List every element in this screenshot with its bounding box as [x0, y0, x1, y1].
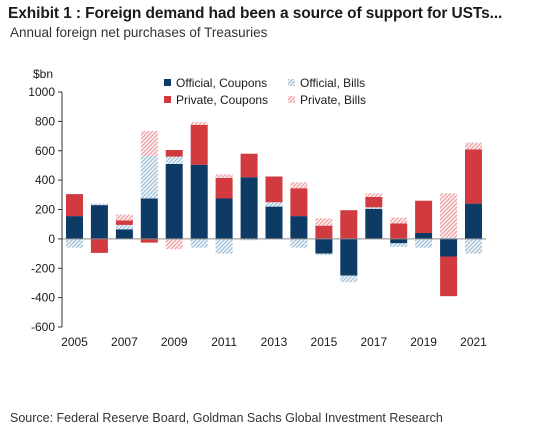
bar-private_coupons-2005	[66, 194, 83, 217]
bar-private_coupons-2008	[140, 238, 158, 243]
legend-swatch-official_bills	[288, 79, 295, 86]
chart-axes: -600 -400 -200 0 200 400 600 800 1000 $bn 2005 2007…	[28, 67, 487, 349]
y-tick-label: -200	[31, 261, 55, 275]
bar-official_coupons-2019	[415, 233, 433, 239]
bar-official_bills-2009	[165, 156, 183, 164]
bar-private_bills-2008	[140, 130, 158, 156]
bar-official_coupons-2016	[340, 238, 358, 276]
chart-bars	[66, 122, 482, 297]
y-axis-label: $bn	[33, 67, 53, 81]
bar-official_coupons-2013	[265, 206, 283, 239]
bar-private_bills-2020	[440, 193, 458, 238]
bar-official_coupons-2006	[90, 205, 108, 239]
bar-official_coupons-2018	[390, 238, 408, 244]
bar-private_bills-2009	[165, 238, 183, 250]
bar-private_bills-2018	[390, 217, 408, 224]
bar-official_bills-2008	[140, 155, 158, 199]
legend-swatch-private_bills	[288, 96, 295, 103]
y-tick-label: 800	[35, 114, 55, 128]
bar-private_coupons-2019	[415, 200, 433, 233]
bar-official_coupons-2021	[465, 203, 482, 239]
bar-private_coupons-2018	[390, 223, 408, 239]
bar-official_bills-2018	[390, 243, 408, 247]
bar-official_bills-2006	[90, 203, 108, 206]
bar-official_bills-2021	[465, 238, 482, 254]
bar-official_coupons-2005	[66, 216, 83, 239]
x-tick-label: 2017	[360, 335, 387, 349]
bar-private_coupons-2010	[190, 125, 208, 165]
y-tick-label: 600	[35, 144, 55, 158]
chart-subtitle: Annual foreign net purchases of Treasuri…	[10, 25, 268, 40]
x-tick-label: 2011	[211, 335, 237, 349]
bar-official_coupons-2009	[165, 164, 183, 239]
chart-title: Exhibit 1 : Foreign demand had been a so…	[8, 5, 503, 22]
legend-label-official_bills: Official, Bills	[300, 76, 365, 90]
x-tick-label: 2013	[261, 335, 288, 349]
bar-official_coupons-2014	[290, 216, 308, 239]
legend-label-private_coupons: Private, Coupons	[176, 93, 268, 107]
bar-private_bills-2007	[115, 214, 133, 221]
bar-private_bills-2017	[365, 193, 383, 197]
x-tick-label: 2009	[161, 335, 188, 349]
bar-official_bills-2015	[315, 253, 333, 256]
bar-private_coupons-2015	[315, 225, 333, 239]
legend-swatch-private_coupons	[164, 96, 171, 103]
bar-private_bills-2010	[190, 122, 208, 125]
bar-official_coupons-2008	[140, 198, 158, 239]
bar-official_bills-2013	[265, 202, 283, 207]
source-note: Source: Federal Reserve Board, Goldman S…	[10, 411, 443, 425]
bar-private_coupons-2021	[465, 149, 482, 204]
x-tick-label: 2015	[311, 335, 338, 349]
x-tick-label: 2019	[410, 335, 437, 349]
x-tick-label: 2005	[61, 335, 88, 349]
bar-private_bills-2015	[315, 218, 333, 226]
y-tick-label: 400	[35, 173, 55, 187]
y-tick-label: -600	[31, 320, 55, 334]
bar-official_coupons-2015	[315, 238, 333, 254]
chart-legend: Official, Coupons Official, Bills Private,…	[164, 76, 366, 107]
bar-official_bills-2016	[340, 275, 358, 283]
bar-private_coupons-2012	[240, 153, 258, 178]
bar-private_coupons-2009	[165, 150, 183, 157]
bar-official_coupons-2017	[365, 208, 383, 239]
legend-label-private_bills: Private, Bills	[300, 93, 366, 107]
bar-official_bills-2010	[190, 238, 208, 248]
legend-label-official_coupons: Official, Coupons	[176, 76, 267, 90]
bar-private_bills-2014	[290, 182, 308, 189]
bar-official_coupons-2011	[215, 198, 233, 239]
bar-private_bills-2021	[465, 142, 482, 150]
x-tick-label: 2007	[111, 335, 138, 349]
bar-private_coupons-2020	[440, 256, 458, 297]
y-tick-label: -400	[31, 291, 55, 305]
bar-private_coupons-2016	[340, 210, 358, 239]
bar-private_bills-2011	[215, 174, 233, 178]
bar-official_coupons-2007	[115, 229, 133, 239]
bar-private_coupons-2011	[215, 177, 233, 199]
bar-official_coupons-2020	[440, 238, 458, 257]
bar-official_bills-2011	[215, 238, 233, 254]
x-tick-label: 2021	[460, 335, 487, 349]
bar-official_bills-2007	[115, 224, 133, 230]
bar-official_bills-2005	[66, 238, 83, 248]
y-tick-label: 1000	[28, 85, 55, 99]
bar-official_bills-2020	[440, 237, 458, 239]
bar-private_coupons-2006	[90, 238, 108, 253]
bar-private_coupons-2014	[290, 188, 308, 217]
bar-official_bills-2012	[240, 238, 258, 241]
bar-official_bills-2014	[290, 238, 308, 248]
bar-private_coupons-2017	[365, 197, 383, 208]
y-tick-label: 0	[48, 232, 55, 246]
bar-official_coupons-2010	[190, 164, 208, 239]
y-tick-label: 200	[35, 203, 55, 217]
bar-private_coupons-2013	[265, 176, 283, 203]
bar-official_coupons-2012	[240, 177, 258, 239]
bar-official_bills-2019	[415, 238, 433, 248]
bar-official_bills-2017	[365, 207, 383, 209]
legend-swatch-official_coupons	[164, 79, 171, 86]
bar-private_coupons-2007	[115, 220, 133, 225]
